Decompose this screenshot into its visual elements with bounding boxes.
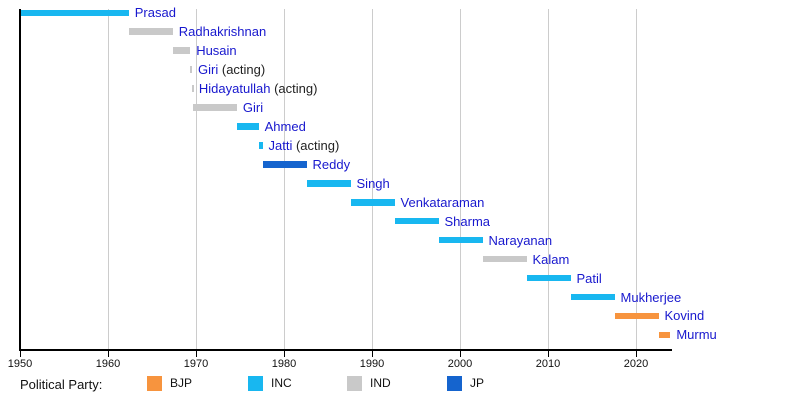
timeline-bar-hidayatullah-acting xyxy=(192,85,195,92)
president-name[interactable]: Hidayatullah xyxy=(198,81,271,97)
bar-label-murmu[interactable]: Murmu xyxy=(676,327,716,342)
president-name[interactable]: Jatti xyxy=(268,137,293,153)
timeline-bar-singh xyxy=(306,180,351,187)
legend-label-ind: IND xyxy=(370,376,391,390)
gridline-1990 xyxy=(371,9,373,349)
tick-label-2020: 2020 xyxy=(623,358,649,370)
bar-label-narayanan[interactable]: Narayanan xyxy=(489,233,553,248)
tick-mark-2000 xyxy=(459,351,461,357)
tick-mark-2020 xyxy=(635,351,637,357)
timeline-bar-kalam xyxy=(482,255,527,263)
gridline-1970 xyxy=(195,9,197,349)
bar-label-mukherjee[interactable]: Mukherjee xyxy=(621,290,682,305)
legend-entry-inc: INC xyxy=(248,376,292,391)
bar-label-patil[interactable]: Patil xyxy=(577,271,602,286)
timeline-bar-ahmed xyxy=(236,123,259,130)
legend-entry-bjp: BJP xyxy=(147,376,192,391)
president-name[interactable]: Giri xyxy=(242,100,264,115)
tick-mark-1980 xyxy=(283,351,285,357)
timeline-bar-murmu xyxy=(658,331,671,339)
timeline-bar-radhakrishnan xyxy=(128,28,173,35)
timeline-bar-prasad xyxy=(20,9,129,16)
president-name[interactable]: Giri xyxy=(198,62,219,78)
bar-label-kovind[interactable]: Kovind xyxy=(665,308,705,323)
timeline-bar-patil xyxy=(526,274,571,282)
gridline-2010 xyxy=(547,9,549,349)
legend-label-bjp: BJP xyxy=(170,376,193,390)
bar-label-prasad[interactable]: Prasad xyxy=(135,5,176,20)
president-name[interactable]: Prasad xyxy=(134,5,176,21)
legend-swatch-inc xyxy=(248,376,263,391)
bar-label-sharma[interactable]: Sharma xyxy=(445,214,491,229)
bar-label-giri-acting[interactable]: Giri (acting) xyxy=(198,62,265,77)
bar-label-reddy[interactable]: Reddy xyxy=(313,157,351,172)
timeline-bar-sharma xyxy=(394,217,439,225)
tick-label-1980: 1980 xyxy=(271,358,297,370)
x-axis xyxy=(19,349,672,351)
president-name[interactable]: Ahmed xyxy=(264,118,306,134)
legend-label-inc: INC xyxy=(271,376,292,390)
president-name[interactable]: Reddy xyxy=(312,156,351,172)
timeline-bar-mukherjee xyxy=(570,293,615,301)
bar-label-kalam[interactable]: Kalam xyxy=(533,252,570,267)
legend-title: Political Party: xyxy=(20,377,103,392)
tick-mark-1990 xyxy=(371,351,373,357)
gridline-2020 xyxy=(635,9,637,349)
president-name[interactable]: Radhakrishnan xyxy=(178,24,267,40)
tick-label-1960: 1960 xyxy=(95,358,121,370)
bar-label-radhakrishnan[interactable]: Radhakrishnan xyxy=(179,24,266,39)
tick-label-1990: 1990 xyxy=(359,358,385,370)
acting-suffix: (acting) xyxy=(292,137,340,153)
timeline-bar-giri-acting xyxy=(190,66,193,73)
bar-label-singh[interactable]: Singh xyxy=(357,176,390,191)
president-name[interactable]: Venkataraman xyxy=(400,194,485,210)
president-name[interactable]: Narayanan xyxy=(488,232,553,248)
president-name[interactable]: Mukherjee xyxy=(620,289,682,305)
timeline-bar-husain xyxy=(172,47,191,54)
legend-swatch-jp xyxy=(447,376,462,391)
timeline-bar-reddy xyxy=(262,161,307,168)
bar-label-venkataraman[interactable]: Venkataraman xyxy=(401,195,485,210)
tick-label-2000: 2000 xyxy=(447,358,473,370)
timeline-bar-venkataraman xyxy=(350,199,395,206)
gridline-1960 xyxy=(107,9,109,349)
timeline-bar-narayanan xyxy=(438,236,483,244)
bar-label-giri[interactable]: Giri xyxy=(243,100,263,115)
legend-label-jp: JP xyxy=(470,376,485,390)
timeline-bar-kovind xyxy=(614,312,659,320)
president-name[interactable]: Murmu xyxy=(676,327,717,343)
president-name[interactable]: Sharma xyxy=(444,213,491,229)
tick-mark-1970 xyxy=(195,351,197,357)
acting-suffix: (acting) xyxy=(218,62,266,78)
timeline-bar-giri xyxy=(192,104,237,111)
president-name[interactable]: Kovind xyxy=(664,308,705,324)
legend-entry-jp: JP xyxy=(447,376,484,391)
tick-label-1950: 1950 xyxy=(7,358,33,370)
legend-swatch-ind xyxy=(347,376,362,391)
president-name[interactable]: Kalam xyxy=(532,251,570,267)
bar-label-jatti-acting[interactable]: Jatti (acting) xyxy=(269,138,340,153)
y-axis xyxy=(19,9,21,350)
bar-label-ahmed[interactable]: Ahmed xyxy=(265,119,306,134)
gridline-1980 xyxy=(283,9,285,349)
legend-entry-ind: IND xyxy=(347,376,391,391)
legend-swatch-bjp xyxy=(147,376,162,391)
timeline-bar-jatti-acting xyxy=(258,142,263,149)
president-name[interactable]: Husain xyxy=(196,43,237,59)
bar-label-hidayatullah-acting[interactable]: Hidayatullah (acting) xyxy=(199,81,318,96)
tick-mark-1960 xyxy=(107,351,109,357)
gridline-2000 xyxy=(459,9,461,349)
tick-mark-2010 xyxy=(547,351,549,357)
bar-label-husain[interactable]: Husain xyxy=(196,43,236,58)
tick-label-2010: 2010 xyxy=(535,358,561,370)
president-name[interactable]: Singh xyxy=(356,175,390,191)
president-name[interactable]: Patil xyxy=(576,270,602,286)
tick-mark-1950 xyxy=(19,351,21,357)
acting-suffix: (acting) xyxy=(270,81,318,97)
tick-label-1970: 1970 xyxy=(183,358,209,370)
